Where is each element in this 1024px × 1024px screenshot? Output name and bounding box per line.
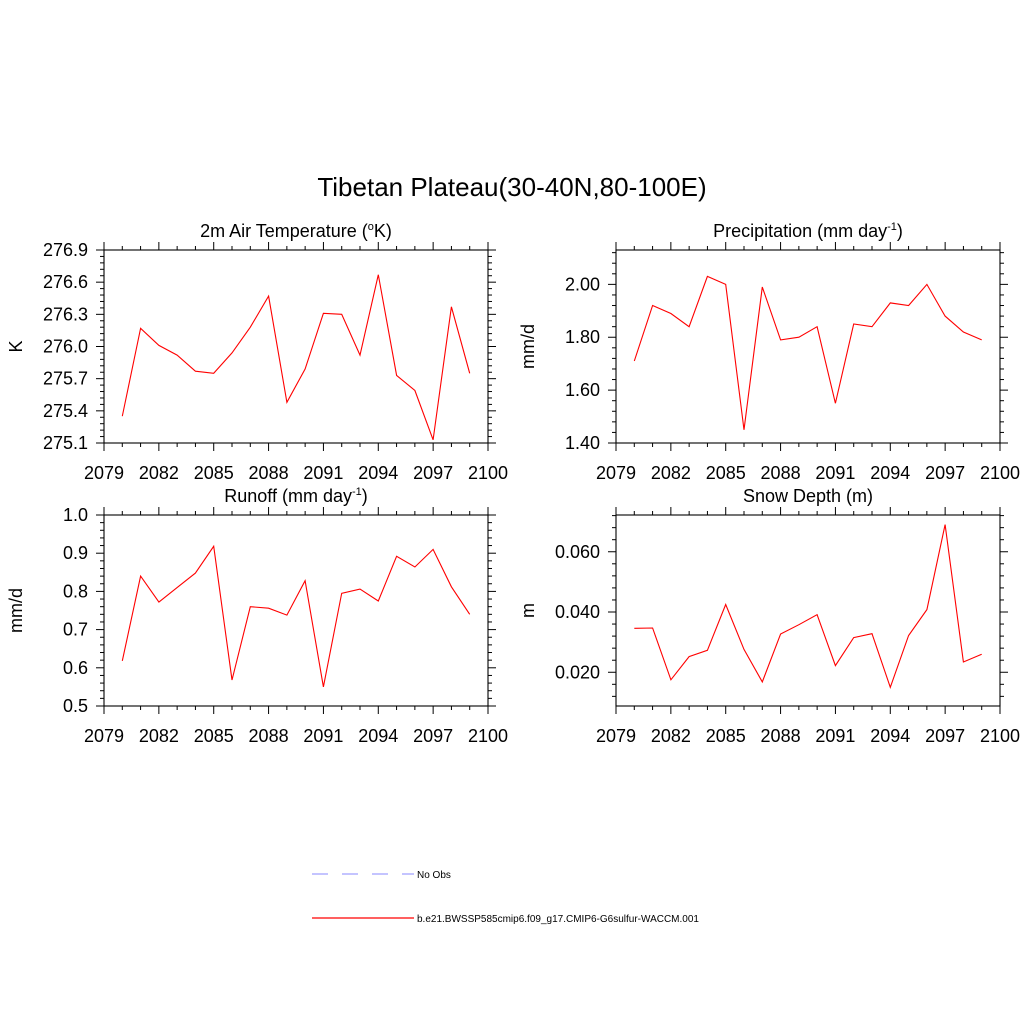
x-tick-label: 2079 [596,463,636,483]
x-tick-label: 2079 [84,726,124,746]
y-tick-label: 2.00 [565,274,600,294]
series-line [121,544,471,688]
x-tick-label: 2100 [980,726,1020,746]
x-tick-label: 2082 [139,463,179,483]
panel-title-part: Precipitation (mm day [713,221,887,241]
y-axis-label: mm/d [518,324,538,369]
x-tick-label: 2082 [651,463,691,483]
x-tick-label: 2088 [249,463,289,483]
x-tick-label: 2079 [84,463,124,483]
panel-title-part: 2m Air Temperature ( [200,221,368,241]
y-tick-label: 276.9 [43,240,88,260]
y-tick-label: 275.7 [43,369,88,389]
legend-label-2: b.e21.BWSSP585cmip6.f09_g17.CMIP6-G6sulf… [417,914,699,925]
panel-title-superscript: -1 [887,221,897,233]
x-tick-label: 2082 [651,726,691,746]
y-tick-label: 1.40 [565,433,600,453]
legend: No Obs b.e21.BWSSP585cmip6.f09_g17.CMIP6-… [312,870,699,925]
chart-panel-3: Runoff (mm day-1) 2079 2082 2085 2088 2091 209… [6,486,508,746]
y-tick-label: 0.6 [63,658,88,678]
chart-panel-2: Precipitation (mm day-1) 2079 2082 2085 2088… [518,221,1020,483]
panel-title: 2m Air Temperature (oK) [200,221,392,241]
panel-title-part: ) [897,221,903,241]
x-tick-label: 2100 [468,726,508,746]
x-tick-label: 2088 [249,726,289,746]
x-tick-label: 2094 [870,726,910,746]
panel-title-part: K) [374,221,392,241]
y-tick-label: 0.8 [63,581,88,601]
figure-title: Tibetan Plateau(30-40N,80-100E) [317,172,706,202]
panel-title-superscript: o [368,221,374,233]
chart-panel-1: 2m Air Temperature (oK) 2079 2082 2085 2088 2… [6,221,508,483]
x-tick-label: 2082 [139,726,179,746]
x-tick-label: 2091 [303,726,343,746]
panel-title-part: ) [362,486,368,506]
series-line [121,274,471,440]
x-tick-label: 2085 [706,463,746,483]
y-tick-label: 1.60 [565,380,600,400]
series-line [633,275,982,430]
y-tick-label: 0.060 [555,542,600,562]
plot-frame [103,514,489,707]
x-tick-label: 2088 [761,726,801,746]
y-axis-label: K [6,340,26,352]
panel-title-superscript: -1 [352,486,362,498]
panel-title-part: Snow Depth (m) [743,486,873,506]
x-tick-label: 2094 [358,463,398,483]
x-tick-label: 2085 [194,726,234,746]
y-tick-label: 0.7 [63,620,88,640]
x-tick-label: 2085 [706,726,746,746]
legend-label-1: No Obs [417,870,451,881]
x-tick-label: 2079 [596,726,636,746]
series-line [634,524,982,689]
y-tick-label: 276.3 [43,304,88,324]
x-tick-label: 2091 [815,463,855,483]
y-tick-label: 0.040 [555,602,600,622]
x-tick-label: 2091 [303,463,343,483]
y-tick-label: 0.5 [63,696,88,716]
y-tick-label: 275.4 [43,401,88,421]
y-tick-label: 0.9 [63,543,88,563]
y-tick-label: 0.020 [555,662,600,682]
y-tick-label: 276.6 [43,272,88,292]
x-tick-label: 2094 [870,463,910,483]
x-tick-label: 2097 [925,726,965,746]
x-tick-label: 2100 [468,463,508,483]
panel-title: Runoff (mm day-1) [224,486,368,506]
panel-title: Precipitation (mm day-1) [713,221,903,241]
x-tick-label: 2088 [761,463,801,483]
y-tick-label: 1.80 [565,327,600,347]
x-tick-label: 2091 [815,726,855,746]
x-tick-label: 2097 [413,726,453,746]
chart-panel-4: Snow Depth (m) 2079 2082 2085 2088 2091 2094 20… [518,486,1020,746]
y-axis-label: mm/d [6,588,26,633]
x-tick-label: 2085 [194,463,234,483]
x-tick-label: 2100 [980,463,1020,483]
y-tick-label: 1.0 [63,505,88,525]
chart-panels: 2m Air Temperature (oK)2079 2082 2085 2088 2… [6,221,1020,746]
plot-frame [615,514,1001,707]
x-tick-label: 2094 [358,726,398,746]
panel-title-part: Runoff (mm day [224,486,352,506]
x-tick-label: 2097 [413,463,453,483]
y-tick-label: 276.0 [43,337,88,357]
panel-title: Snow Depth (m) [743,486,873,506]
x-tick-label: 2097 [925,463,965,483]
plot-frame [615,249,1001,444]
y-axis-label: m [518,603,538,618]
y-tick-label: 275.1 [43,433,88,453]
